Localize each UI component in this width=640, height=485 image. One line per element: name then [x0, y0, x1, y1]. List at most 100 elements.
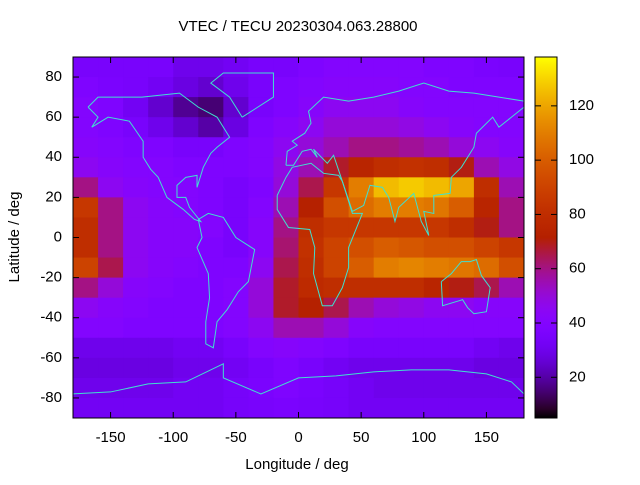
coastline: [441, 260, 490, 314]
colorbar-tick-label: 40: [569, 314, 586, 331]
heat-cell: [498, 317, 524, 339]
heat-cell: [73, 117, 99, 138]
heat-cell: [198, 57, 224, 78]
heat-cell: [298, 217, 325, 238]
heat-cell: [223, 77, 249, 98]
heat-cell: [273, 257, 299, 279]
heat-cell: [373, 357, 400, 379]
heat-cell: [73, 357, 99, 379]
heat-cell: [298, 77, 325, 98]
x-tick-label: -150: [96, 429, 126, 446]
heat-cell: [248, 217, 274, 238]
heat-cell: [498, 117, 524, 138]
y-tick-label: 40: [45, 148, 62, 165]
heat-cell: [373, 277, 400, 299]
heat-cell: [298, 257, 325, 279]
heat-cell: [323, 217, 350, 238]
heat-cell: [223, 57, 249, 78]
heat-cell: [248, 197, 274, 218]
heat-cell: [148, 157, 174, 178]
heat-cell: [348, 277, 375, 299]
heat-cell: [323, 57, 350, 78]
heat-cell: [448, 57, 475, 78]
heat-cell: [98, 377, 124, 399]
heat-cell: [373, 317, 400, 339]
heat-cell: [98, 357, 124, 379]
coastline: [211, 73, 274, 117]
heat-cell: [498, 57, 524, 78]
heat-cell: [148, 77, 174, 98]
heat-cell: [173, 197, 199, 218]
heat-cell: [98, 277, 124, 299]
heat-cell: [98, 137, 124, 158]
y-tick-label: 60: [45, 108, 62, 125]
heat-cell: [373, 337, 400, 359]
heat-cell: [298, 197, 325, 218]
colorbar-tick-label: 20: [569, 368, 586, 385]
heat-cell: [448, 397, 475, 418]
heat-cell: [473, 317, 500, 339]
heat-cell: [473, 157, 500, 178]
heat-cell: [98, 337, 124, 359]
heat-cell: [148, 217, 174, 238]
heat-cell: [173, 97, 199, 118]
heat-cell: [323, 117, 350, 138]
heat-cell: [473, 237, 500, 259]
heat-cell: [498, 217, 524, 238]
heat-cell: [498, 197, 524, 218]
heat-cell: [198, 337, 224, 359]
heat-cell: [148, 317, 174, 339]
heat-cell: [448, 77, 475, 98]
heat-cell: [173, 297, 199, 319]
heat-cell: [98, 157, 124, 178]
heat-cell: [373, 397, 400, 418]
x-tick-label: 100: [411, 429, 436, 446]
heat-cell: [73, 177, 99, 198]
heat-cell: [198, 357, 224, 379]
heatmap: [73, 57, 524, 418]
heat-cell: [448, 217, 475, 238]
heat-cell: [173, 337, 199, 359]
heat-cell: [373, 117, 400, 138]
heat-cell: [398, 177, 425, 198]
heat-cell: [348, 117, 375, 138]
heat-cell: [123, 217, 149, 238]
heat-cell: [423, 217, 450, 238]
heat-cell: [73, 257, 99, 279]
heat-cell: [223, 177, 249, 198]
heat-cell: [398, 257, 425, 279]
heat-cell: [423, 197, 450, 218]
heat-cell: [198, 157, 224, 178]
heat-cell: [498, 357, 524, 379]
heat-cell: [123, 197, 149, 218]
heat-cell: [273, 217, 299, 238]
heat-cell: [323, 397, 350, 418]
x-axis-label: Longitude / deg: [245, 456, 348, 473]
heat-cell: [398, 57, 425, 78]
heat-cell: [273, 97, 299, 118]
heat-cell: [98, 57, 124, 78]
chart-title: VTEC / TECU 20230304.063.28800: [178, 18, 417, 35]
y-tick-label: 20: [45, 188, 62, 205]
heat-cell: [123, 257, 149, 279]
heat-cell: [223, 357, 249, 379]
heat-cell: [323, 137, 350, 158]
heat-cell: [473, 277, 500, 299]
heat-cell: [123, 77, 149, 98]
heat-cell: [473, 337, 500, 359]
heat-cell: [448, 357, 475, 379]
heat-cell: [348, 357, 375, 379]
heat-cell: [398, 317, 425, 339]
heat-cell: [348, 97, 375, 118]
heat-cell: [348, 237, 375, 259]
heat-cell: [223, 217, 249, 238]
heat-cell: [148, 197, 174, 218]
heat-cell: [173, 137, 199, 158]
heat-cell: [73, 337, 99, 359]
heat-cell: [123, 337, 149, 359]
heat-cell: [298, 297, 325, 319]
heat-cell: [448, 377, 475, 399]
heat-cell: [273, 157, 299, 178]
heat-cell: [223, 117, 249, 138]
y-axis-label: Latitude / deg: [6, 192, 23, 283]
